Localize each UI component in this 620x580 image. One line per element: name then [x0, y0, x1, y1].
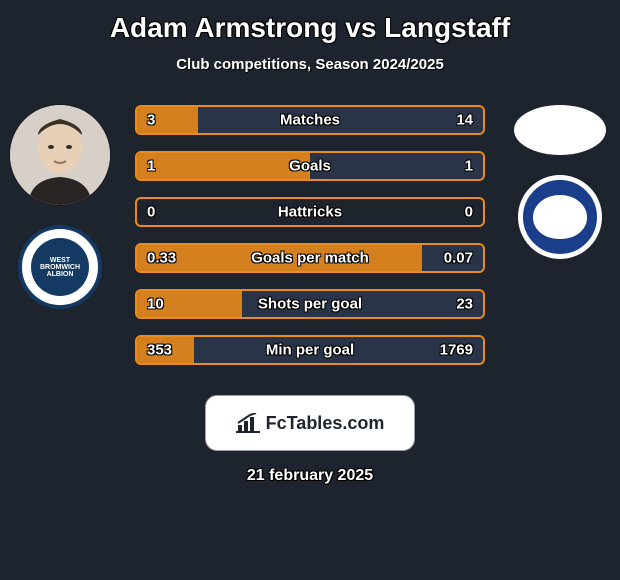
stat-label: Matches [137, 112, 483, 129]
stat-label: Min per goal [137, 342, 483, 359]
stat-row: 00Hattricks [135, 197, 485, 227]
chart-icon [236, 413, 260, 433]
brand-logo: FcTables.com [205, 395, 415, 451]
stat-label: Goals per match [137, 250, 483, 267]
right-club-badge [518, 175, 602, 259]
stat-row: 0.330.07Goals per match [135, 243, 485, 273]
stat-row: 314Matches [135, 105, 485, 135]
stat-bars: 314Matches 11Goals 00Hattricks 0.330.07Goal… [135, 105, 485, 365]
left-player-photo [10, 105, 110, 205]
stat-label: Shots per goal [137, 296, 483, 313]
stat-row: 11Goals [135, 151, 485, 181]
left-club-text: WEST BROMWICH ALBION [31, 257, 89, 278]
stat-row: 1023Shots per goal [135, 289, 485, 319]
brand-text: FcTables.com [266, 413, 385, 434]
right-player-photo [514, 105, 606, 155]
page-title: Adam Armstrong vs Langstaff [0, 0, 620, 44]
subtitle: Club competitions, Season 2024/2025 [0, 56, 620, 73]
footer-date: 21 february 2025 [0, 467, 620, 485]
left-player-column: WEST BROMWICH ALBION [0, 105, 120, 309]
comparison-content: WEST BROMWICH ALBION 314Matches 11Goals 00… [0, 105, 620, 375]
stat-label: Hattricks [137, 204, 483, 221]
stat-label: Goals [137, 158, 483, 175]
right-player-column [500, 105, 620, 259]
stat-row: 3531769Min per goal [135, 335, 485, 365]
left-club-badge: WEST BROMWICH ALBION [18, 225, 102, 309]
